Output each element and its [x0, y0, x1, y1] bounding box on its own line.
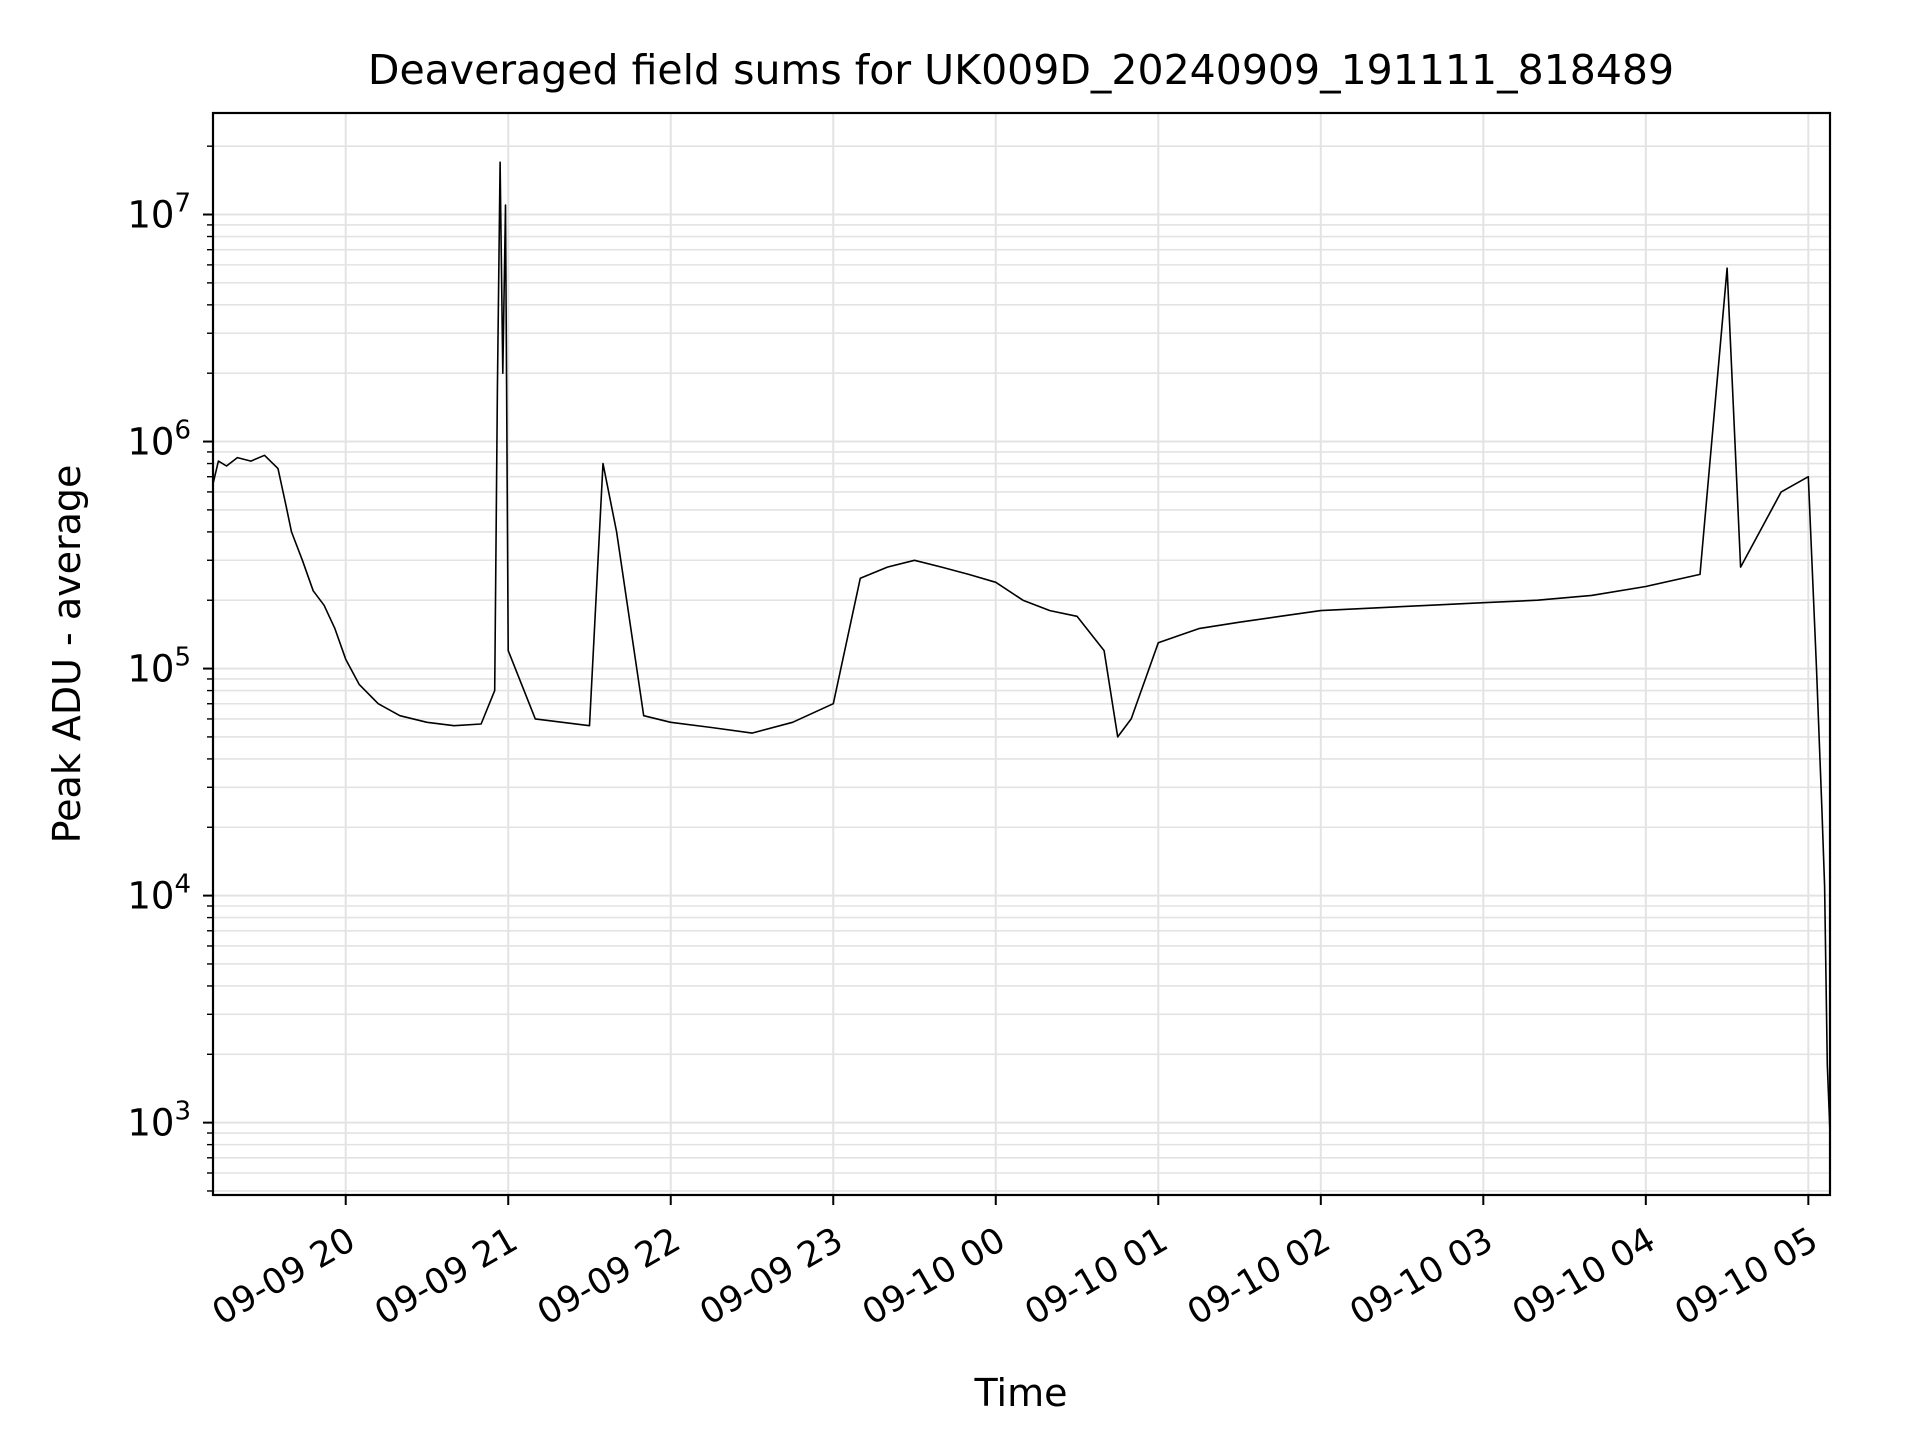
axis-ticks: 09-09 20 09-09 21 09-09 22 09-09 23 09-10 00…: [127, 145, 1825, 1333]
series-line: [212, 161, 1831, 1134]
y-tick-label: 106: [127, 416, 191, 464]
x-tick-label: 09-09 20: [206, 1220, 362, 1333]
chart-title: Deaveraged field sums for UK009D_2024090…: [368, 46, 1674, 94]
x-tick-label: 09-10 02: [1181, 1220, 1337, 1333]
plot-frame: [211, 111, 1832, 1197]
x-tick-label: 09-10 04: [1506, 1220, 1662, 1333]
x-tick-label: 09-09 22: [531, 1220, 687, 1333]
y-tick-label: 104: [127, 870, 191, 918]
x-tick-label: 09-10 00: [856, 1220, 1012, 1333]
x-tick-label: 09-09 21: [368, 1220, 524, 1333]
x-tick-label: 09-10 03: [1344, 1220, 1500, 1333]
y-tick-label: 103: [127, 1097, 191, 1145]
x-tick-label: 09-10 01: [1018, 1220, 1174, 1333]
grid: [213, 113, 1830, 1195]
x-tick-label: 09-10 05: [1669, 1220, 1825, 1333]
y-tick-label: 107: [127, 189, 191, 237]
y-axis-label: Peak ADU - average: [45, 465, 89, 844]
x-axis-label: Time: [974, 1371, 1068, 1415]
series-layer: [212, 161, 1831, 1134]
x-tick-label: 09-09 23: [693, 1220, 849, 1333]
y-tick-label: 105: [127, 643, 191, 691]
